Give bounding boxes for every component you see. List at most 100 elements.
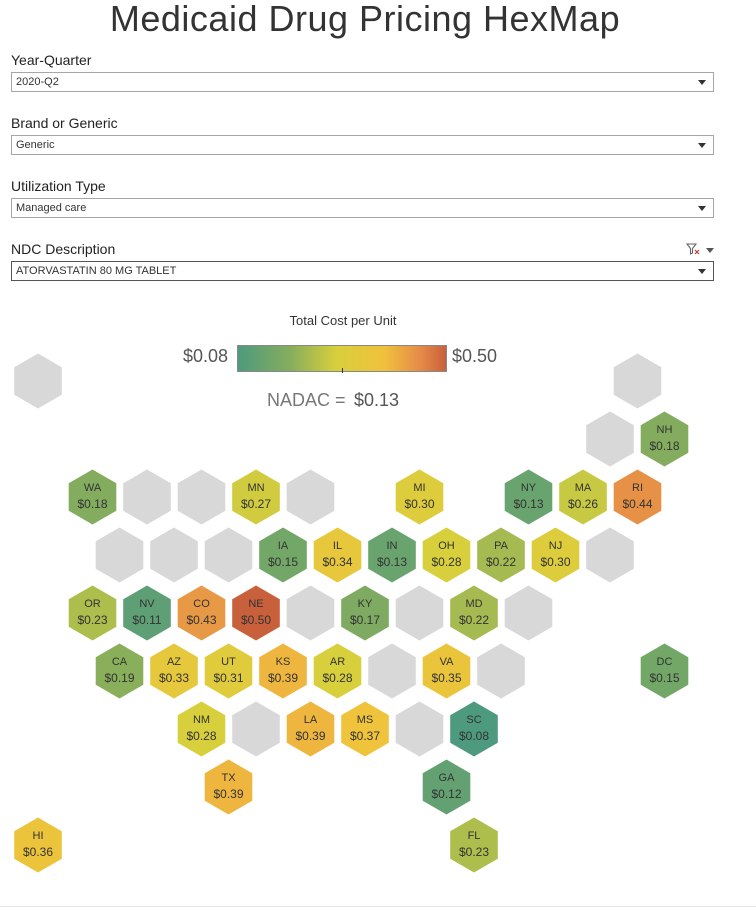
hex-dc[interactable]: DC $0.15 xyxy=(640,643,689,699)
empty-hex xyxy=(586,411,634,467)
ndc-dropdown[interactable]: ATORVASTATIN 80 MG TABLET xyxy=(11,261,714,281)
chevron-down-icon[interactable] xyxy=(698,143,706,148)
hex-shape[interactable] xyxy=(422,643,471,699)
hex-shape[interactable] xyxy=(395,469,444,525)
utilization-value: Managed care xyxy=(16,202,87,214)
brand-generic-label: Brand or Generic xyxy=(11,115,118,131)
hex-mn[interactable]: MN $0.27 xyxy=(232,469,280,525)
hex-nm[interactable]: NM $0.28 xyxy=(177,701,226,757)
hex-co[interactable]: CO $0.43 xyxy=(177,585,226,641)
hex-oh[interactable]: OH $0.28 xyxy=(422,527,471,583)
state-abbr-label: MD xyxy=(465,598,482,610)
hex-shape[interactable] xyxy=(286,701,335,757)
hex-shape[interactable] xyxy=(640,643,689,699)
hex-sc[interactable]: SC $0.08 xyxy=(450,701,498,757)
nadac-value: $0.13 xyxy=(354,390,400,410)
state-value-label: $0.22 xyxy=(459,613,489,627)
utilization-dropdown[interactable]: Managed care xyxy=(11,198,714,218)
hex-tx[interactable]: TX $0.39 xyxy=(204,759,253,815)
hex-shape[interactable] xyxy=(204,643,253,699)
hex-in[interactable]: IN $0.13 xyxy=(368,527,416,583)
clear-filter-icon[interactable] xyxy=(686,242,700,256)
hex-ky[interactable]: KY $0.17 xyxy=(341,585,389,641)
hex-shape[interactable] xyxy=(313,527,362,583)
hex-wa[interactable]: WA $0.18 xyxy=(68,469,117,525)
state-value-label: $0.44 xyxy=(622,497,652,511)
hex-ne[interactable]: NE $0.50 xyxy=(232,585,280,641)
hex-fl[interactable]: FL $0.23 xyxy=(450,817,498,873)
state-value-label: $0.19 xyxy=(104,671,134,685)
state-value-label: $0.17 xyxy=(350,613,380,627)
hex-va[interactable]: VA $0.35 xyxy=(422,643,471,699)
hex-shape[interactable] xyxy=(232,585,280,641)
hex-ar[interactable]: AR $0.28 xyxy=(313,643,362,699)
empty-hex xyxy=(204,527,253,583)
hex-shape[interactable] xyxy=(504,469,553,525)
hex-mi[interactable]: MI $0.30 xyxy=(395,469,444,525)
hex-shape[interactable] xyxy=(204,759,253,815)
hex-shape[interactable] xyxy=(422,527,471,583)
state-abbr-label: OR xyxy=(84,598,101,610)
hex-shape[interactable] xyxy=(68,469,117,525)
state-abbr-label: RI xyxy=(632,482,643,494)
brand-generic-dropdown[interactable]: Generic xyxy=(11,135,714,155)
state-abbr-label: CO xyxy=(193,598,210,610)
hex-la[interactable]: LA $0.39 xyxy=(286,701,335,757)
hex-shape[interactable] xyxy=(477,527,525,583)
hex-shape[interactable] xyxy=(259,643,307,699)
hex-shape[interactable] xyxy=(68,585,117,641)
hex-ga[interactable]: GA $0.12 xyxy=(422,759,471,815)
hex-shape[interactable] xyxy=(640,411,689,467)
hex-shape[interactable] xyxy=(531,527,580,583)
hex-md[interactable]: MD $0.22 xyxy=(450,585,498,641)
hex-shape[interactable] xyxy=(341,585,389,641)
state-value-label: $0.35 xyxy=(431,671,461,685)
state-abbr-label: SC xyxy=(466,714,481,726)
chevron-down-icon[interactable] xyxy=(698,206,706,211)
hex-shape[interactable] xyxy=(313,643,362,699)
hex-shape[interactable] xyxy=(177,585,226,641)
hex-ks[interactable]: KS $0.39 xyxy=(259,643,307,699)
hex-il[interactable]: IL $0.34 xyxy=(313,527,362,583)
nadac-label: NADAC = xyxy=(267,390,346,410)
chevron-down-icon[interactable] xyxy=(698,269,706,274)
color-legend-bar xyxy=(237,345,447,372)
hex-nh[interactable]: NH $0.18 xyxy=(640,411,689,467)
hex-shape[interactable] xyxy=(123,585,171,641)
state-value-label: $0.18 xyxy=(649,439,679,453)
hex-shape[interactable] xyxy=(368,527,416,583)
hex-shape[interactable] xyxy=(232,469,280,525)
hex-ia[interactable]: IA $0.15 xyxy=(259,527,307,583)
chevron-down-icon[interactable] xyxy=(698,80,706,85)
state-abbr-label: MS xyxy=(357,714,374,726)
hex-ms[interactable]: MS $0.37 xyxy=(341,701,389,757)
year-quarter-dropdown[interactable]: 2020-Q2 xyxy=(11,72,714,92)
hex-ny[interactable]: NY $0.13 xyxy=(504,469,553,525)
hex-ca[interactable]: CA $0.19 xyxy=(95,643,144,699)
hex-nj[interactable]: NJ $0.30 xyxy=(531,527,580,583)
hex-shape[interactable] xyxy=(422,759,471,815)
hex-az[interactable]: AZ $0.33 xyxy=(150,643,198,699)
hex-shape[interactable] xyxy=(613,469,662,525)
filter-menu-icon[interactable] xyxy=(706,247,714,253)
hex-shape[interactable] xyxy=(559,469,607,525)
state-abbr-label: IL xyxy=(333,540,342,552)
hex-shape[interactable] xyxy=(177,701,226,757)
hex-shape[interactable] xyxy=(259,527,307,583)
hex-shape[interactable] xyxy=(450,817,498,873)
hex-shape[interactable] xyxy=(95,643,144,699)
hex-shape[interactable] xyxy=(150,643,198,699)
hex-shape[interactable] xyxy=(14,817,62,873)
hex-pa[interactable]: PA $0.22 xyxy=(477,527,525,583)
hex-hi[interactable]: HI $0.36 xyxy=(14,817,62,873)
hex-ut[interactable]: UT $0.31 xyxy=(204,643,253,699)
divider xyxy=(0,906,756,907)
hex-shape[interactable] xyxy=(450,585,498,641)
hex-or[interactable]: OR $0.23 xyxy=(68,585,117,641)
hex-shape[interactable] xyxy=(450,701,498,757)
empty-hex xyxy=(14,353,62,409)
hex-ma[interactable]: MA $0.26 xyxy=(559,469,607,525)
hex-nv[interactable]: NV $0.11 xyxy=(123,585,171,641)
hex-ri[interactable]: RI $0.44 xyxy=(613,469,662,525)
hex-shape[interactable] xyxy=(341,701,389,757)
